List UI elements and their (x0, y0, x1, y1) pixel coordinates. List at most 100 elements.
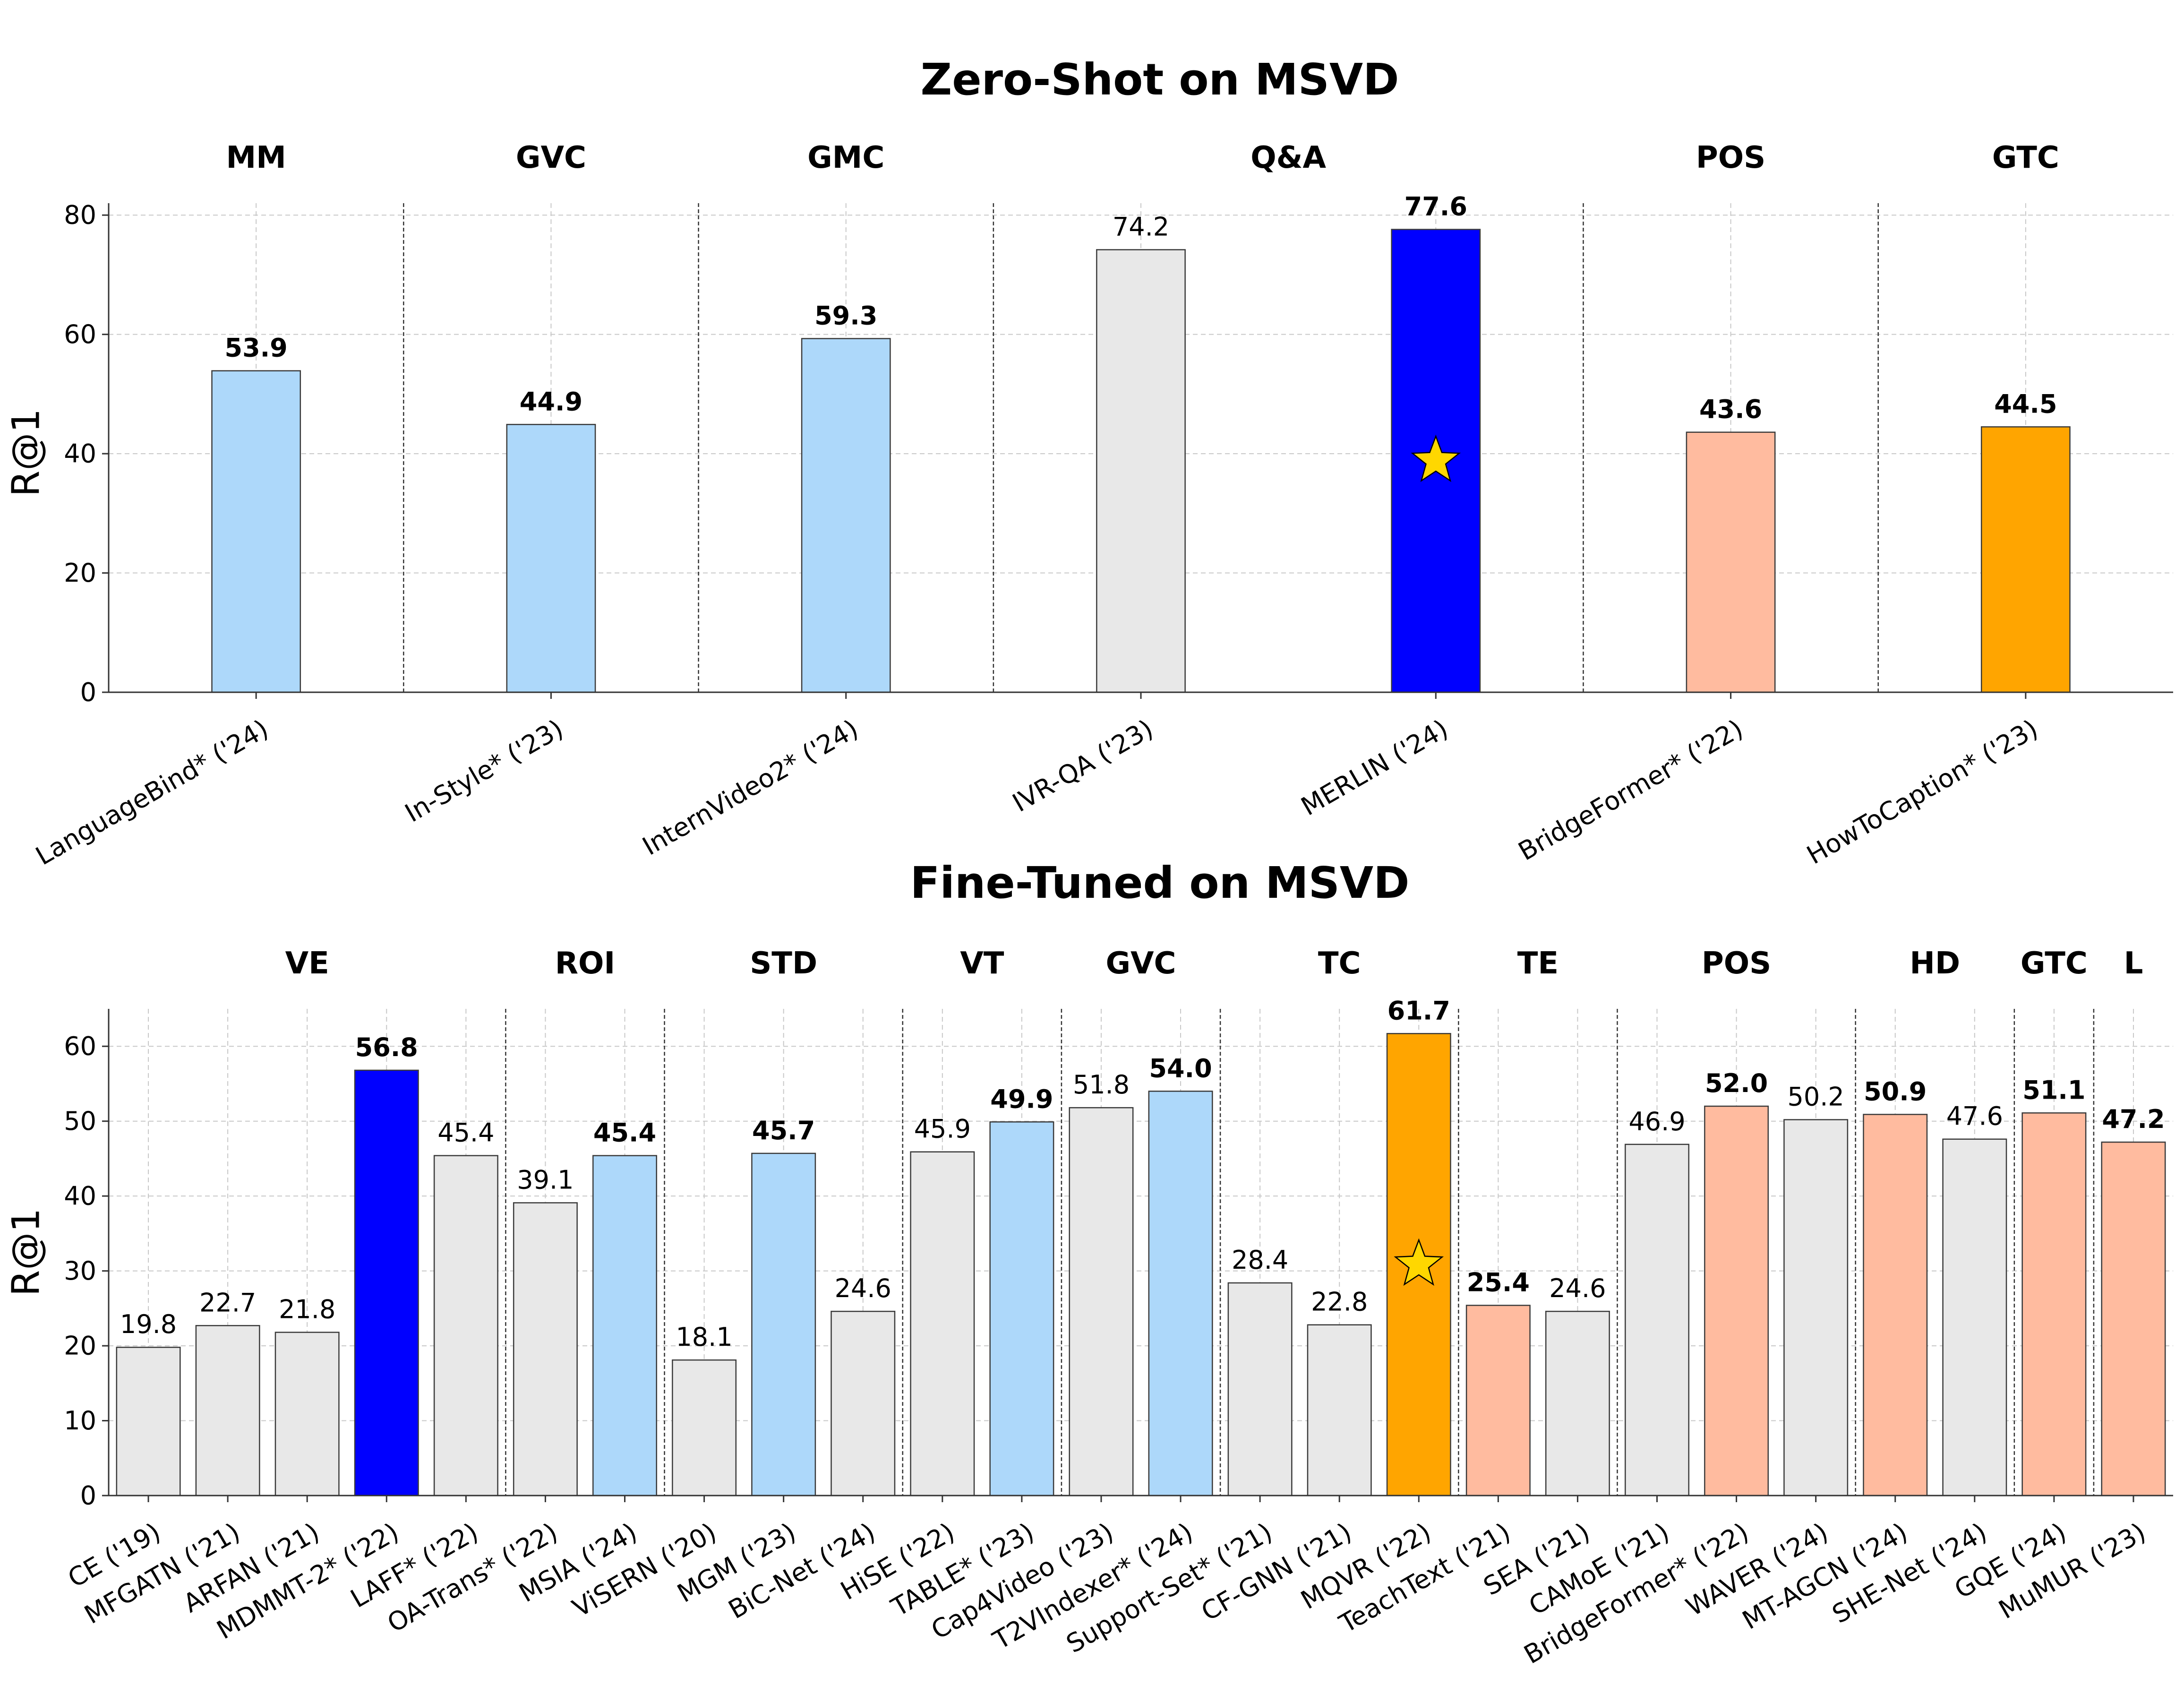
chart2-bar (1227, 1282, 1293, 1497)
chart2-group-label: TC (1318, 946, 1361, 981)
chart2-y-tick-label: 30 (64, 1256, 96, 1286)
chart2-bar (513, 1202, 578, 1497)
chart1-value-label: 43.6 (1699, 395, 1762, 424)
chart2-bar (354, 1069, 419, 1497)
chart2-value-label: 45.4 (593, 1118, 656, 1148)
chart1-y-tick-label: 40 (64, 439, 96, 469)
chart2-value-label: 50.2 (1788, 1082, 1844, 1112)
chart2-group-label: VE (285, 946, 329, 981)
chart1-group-label: GMC (807, 140, 884, 175)
chart2-value-label: 25.4 (1467, 1268, 1530, 1298)
chart1-category-label: In-Style* ('23) (400, 714, 568, 828)
chart2-value-label: 18.1 (676, 1322, 732, 1352)
chart1-value-label: 44.9 (520, 387, 582, 416)
chart2-group-label: ROI (555, 946, 616, 981)
chart1-category-label: IVR-QA ('23) (1008, 714, 1158, 818)
chart2-group-label: HD (1910, 946, 1960, 981)
chart1-star-marker (1411, 434, 1461, 482)
chart2-bar (1069, 1107, 1134, 1497)
chart2-bar (989, 1121, 1054, 1497)
chart2-bar (831, 1310, 896, 1497)
chart1-value-label: 44.5 (1994, 389, 2057, 419)
chart2-value-label: 22.8 (1311, 1287, 1368, 1317)
chart2-group-label: GVC (1105, 946, 1176, 981)
chart1-category-label: MERLIN ('24) (1296, 714, 1453, 821)
chart1-category-label: HowToCaption* ('23) (1802, 714, 2043, 870)
chart1-group-label: GTC (1992, 140, 2059, 175)
chart2-bar (751, 1153, 816, 1497)
chart2-value-label: 61.7 (1387, 996, 1450, 1025)
chart2-y-tick-label: 50 (64, 1106, 96, 1136)
chart2-value-label: 39.1 (517, 1165, 574, 1195)
chart1-value-label: 59.3 (814, 301, 877, 331)
chart2-value-label: 22.7 (199, 1288, 256, 1317)
chart2-bar (1625, 1144, 1689, 1497)
chart1-bar (801, 338, 891, 693)
chart2-value-label: 51.8 (1073, 1070, 1130, 1100)
chart1-bar (506, 424, 596, 693)
chart1-y-tick-label: 60 (64, 319, 96, 349)
chart2-bar (2021, 1112, 2087, 1497)
chart2-value-label: 24.6 (835, 1273, 891, 1303)
chart2-value-label: 46.9 (1628, 1107, 1685, 1136)
chart2-value-label: 19.8 (120, 1309, 177, 1339)
chart2-value-label: 52.0 (1705, 1068, 1768, 1098)
chart2-bar (672, 1359, 737, 1497)
chart1-y-axis-label: R@1 (4, 409, 48, 497)
chart2-bar (433, 1155, 498, 1497)
chart1-value-label: 74.2 (1113, 212, 1169, 241)
chart1-value-label: 53.9 (225, 333, 288, 363)
chart2-bar (910, 1151, 975, 1497)
chart2-bar (1942, 1138, 2007, 1497)
chart1-group-label: POS (1696, 140, 1765, 175)
chart2-value-label: 45.4 (437, 1118, 494, 1148)
chart1-group-label: MM (226, 140, 286, 175)
chart2-y-tick-label: 40 (64, 1181, 96, 1211)
chart2-bar (1465, 1305, 1531, 1497)
chart2-value-label: 47.6 (1946, 1101, 2003, 1131)
chart2-value-label: 45.7 (752, 1116, 815, 1145)
chart2-title: Fine-Tuned on MSVD (910, 858, 1410, 908)
chart2-group-label: L (2124, 946, 2143, 981)
chart2-bar (274, 1332, 340, 1497)
chart2-y-tick-label: 10 (64, 1406, 96, 1436)
chart2-value-label: 47.2 (2102, 1104, 2165, 1134)
chart2-value-label: 24.6 (1549, 1273, 1606, 1303)
chart2-bar (1704, 1105, 1769, 1497)
chart1-group-label: GVC (516, 140, 586, 175)
chart2-value-label: 28.4 (1232, 1245, 1288, 1275)
chart2-value-label: 45.9 (914, 1114, 971, 1144)
chart2-bar (1148, 1091, 1213, 1497)
chart1-bar (1096, 249, 1186, 693)
chart2-group-label: STD (750, 946, 817, 981)
chart1-bar (1686, 431, 1776, 693)
chart2-star-marker (1394, 1238, 1444, 1286)
chart1-group-label: Q&A (1250, 140, 1326, 175)
chart2-value-label: 21.8 (279, 1295, 335, 1325)
chart2-value-label: 50.9 (1864, 1076, 1927, 1106)
chart2-bar (2101, 1141, 2166, 1497)
chart1-value-label: 77.6 (1405, 192, 1467, 222)
chart2-bar (1863, 1114, 1928, 1497)
chart2-bar (116, 1346, 181, 1497)
chart1-category-label: LanguageBind* ('24) (31, 714, 274, 871)
chart1-category-label: InternVideo2* ('24) (637, 714, 863, 861)
chart2-bar (195, 1325, 260, 1497)
chart1-bar (1980, 426, 2071, 693)
chart2-bar (1783, 1119, 1849, 1497)
chart2-y-tick-label: 60 (64, 1032, 96, 1061)
chart2-y-tick-label: 0 (80, 1481, 96, 1511)
chart2-group-label: POS (1702, 946, 1771, 981)
chart2-bar (1545, 1310, 1610, 1497)
chart2-y-axis-label: R@1 (4, 1208, 48, 1296)
chart2-value-label: 56.8 (355, 1032, 418, 1062)
chart2-group-label: TE (1517, 946, 1559, 981)
chart1-y-tick-label: 0 (80, 678, 96, 707)
chart2-value-label: 54.0 (1149, 1053, 1212, 1083)
chart2-bar (1307, 1324, 1372, 1497)
chart2-y-tick-label: 20 (64, 1331, 96, 1361)
chart2-value-label: 49.9 (990, 1084, 1053, 1114)
chart1-y-tick-label: 20 (64, 558, 96, 588)
chart1-category-label: BridgeFormer* ('22) (1513, 714, 1748, 866)
